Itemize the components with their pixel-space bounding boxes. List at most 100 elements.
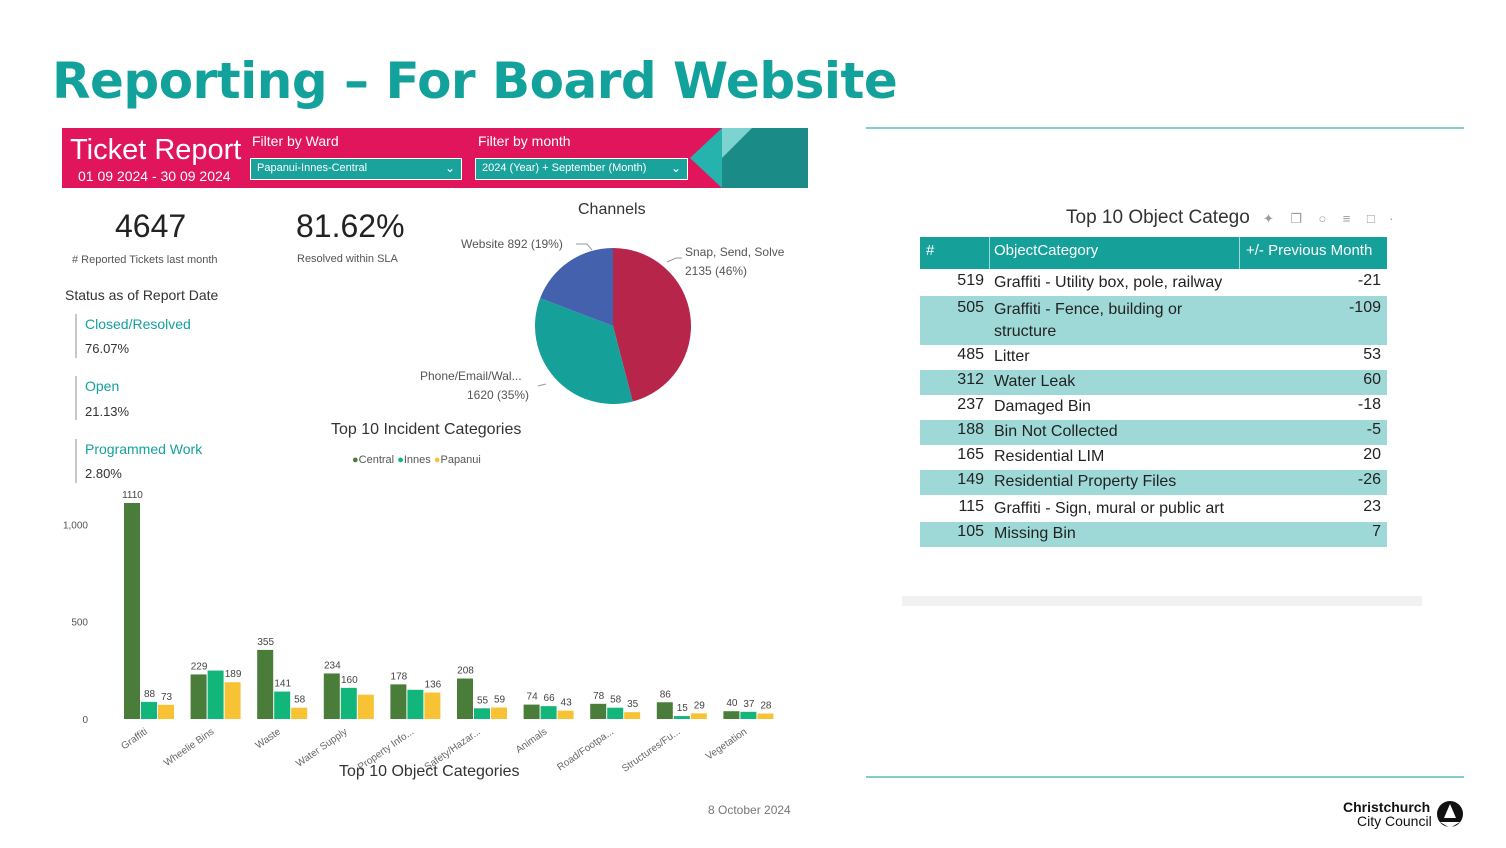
visual-toolbar: ✦ ❐ ○ ≡ □ ·: [1263, 210, 1393, 228]
pie-slice[interactable]: [613, 248, 691, 402]
bar-papanui[interactable]: [291, 707, 308, 719]
bar-innes[interactable]: [673, 716, 690, 719]
change-cell: -109: [1348, 299, 1381, 316]
pie-detail-phone: 1620 (35%): [467, 388, 530, 402]
bar-central[interactable]: [523, 704, 540, 719]
bar-central[interactable]: [656, 702, 673, 719]
reported-tickets-value: 4647: [115, 208, 187, 244]
bar-innes[interactable]: [407, 689, 424, 719]
slide-title: Reporting – For Board Website: [52, 52, 898, 110]
category-cell: Residential LIM: [994, 448, 1105, 465]
bell-icon[interactable]: ○: [1318, 211, 1327, 226]
legend-dot: ●: [352, 454, 359, 466]
table-row[interactable]: 237 Damaged Bin -18: [920, 395, 1387, 420]
table-row[interactable]: 519 Graffiti - Utility box, pole, railway…: [920, 269, 1387, 296]
incident-chart-title: Top 10 Incident Categories: [331, 421, 522, 438]
bar-innes[interactable]: [141, 701, 157, 719]
change-cell: 60: [1363, 371, 1381, 388]
bar-central[interactable]: [257, 649, 274, 719]
data-label: 229: [191, 661, 208, 672]
bar-innes[interactable]: [740, 711, 757, 719]
table-row[interactable]: 115 Graffiti - Sign, mural or public art 2…: [920, 495, 1387, 522]
bar-innes[interactable]: [207, 670, 224, 719]
table-row[interactable]: 165 Residential LIM 20: [920, 445, 1387, 470]
data-label: 37: [743, 699, 755, 710]
bar-innes[interactable]: [274, 691, 291, 719]
bar-central[interactable]: [723, 711, 740, 719]
pin-icon[interactable]: ✦: [1263, 211, 1274, 226]
bar-central[interactable]: [457, 678, 473, 719]
header-tickets[interactable]: # Tickets: [920, 237, 990, 287]
status-open-label: Open: [85, 378, 120, 394]
x-tick-label: Graffiti: [119, 726, 149, 752]
change-cell: 7: [1372, 523, 1381, 540]
bar-central[interactable]: [124, 503, 140, 719]
data-label: 178: [391, 671, 408, 682]
table-title: Top 10 Object Catego: [1066, 207, 1250, 228]
logo-line-1: Christchurch: [1343, 799, 1431, 815]
incident-chart-legend: ●Central ●Innes ●Papanui: [352, 454, 481, 466]
pie-slice[interactable]: [540, 248, 613, 326]
pie-label-snap: Snap, Send, Solve: [685, 245, 785, 259]
bar-innes[interactable]: [607, 707, 624, 719]
table-row[interactable]: 188 Bin Not Collected -5: [920, 420, 1387, 445]
table-header-row: # Tickets ObjectCategory +/- Previous Mo…: [920, 237, 1387, 287]
data-label: 35: [627, 699, 639, 710]
data-label: 160: [341, 675, 358, 686]
table-scrollbar[interactable]: [902, 596, 1422, 606]
table-row[interactable]: 505 Graffiti - Fence, building or structu…: [920, 296, 1387, 345]
ticket-count-cell: 165: [957, 446, 984, 463]
copy-icon[interactable]: ❐: [1290, 211, 1303, 226]
leader-line: [537, 383, 547, 387]
bar-papanui[interactable]: [424, 692, 441, 719]
status-heading: Status as of Report Date: [65, 287, 219, 303]
legend-dot: ●: [433, 454, 441, 466]
x-tick-label: Animals: [514, 726, 549, 755]
bar-papanui[interactable]: [624, 712, 641, 719]
bar-papanui[interactable]: [491, 707, 507, 719]
pie-detail-snap: 2135 (46%): [685, 264, 748, 278]
bar-papanui[interactable]: [158, 704, 174, 719]
change-cell: 20: [1363, 446, 1381, 463]
more-options-icon[interactable]: ·: [1389, 211, 1394, 226]
status-open-value: 21.13%: [85, 404, 130, 419]
table-row[interactable]: 312 Water Leak 60: [920, 370, 1387, 395]
bar-innes[interactable]: [340, 687, 357, 719]
bar-papanui[interactable]: [757, 713, 774, 719]
data-label: 73: [161, 692, 173, 703]
bar-central[interactable]: [323, 673, 340, 719]
change-cell: 23: [1363, 498, 1381, 515]
bar-papanui[interactable]: [690, 713, 707, 719]
data-label: 234: [324, 660, 341, 671]
table-row[interactable]: 485 Litter 53: [920, 345, 1387, 370]
x-tick-label: Waste: [254, 726, 284, 751]
ticket-count-cell: 149: [957, 471, 984, 488]
table-row[interactable]: 149 Residential Property Files -26: [920, 470, 1387, 495]
filter-icon[interactable]: ≡: [1342, 211, 1351, 226]
pie-slice[interactable]: [535, 298, 633, 404]
header-category[interactable]: ObjectCategory: [990, 237, 1240, 269]
bar-papanui[interactable]: [357, 694, 374, 719]
x-tick-label: Structures/Fu...: [620, 726, 682, 774]
category-cell: Graffiti - Utility box, pole, railway: [994, 274, 1223, 291]
ward-filter-value: Papanui-Innes-Central: [257, 162, 368, 174]
bar-papanui[interactable]: [557, 710, 574, 719]
category-cell: Missing Bin: [994, 525, 1076, 542]
header-change[interactable]: +/- Previous Month: [1246, 242, 1373, 259]
ticket-count-cell: 505: [957, 299, 984, 316]
bar-papanui[interactable]: [224, 682, 241, 719]
bar-central[interactable]: [190, 674, 207, 719]
legend-central: Central: [358, 454, 395, 466]
bar-central[interactable]: [590, 703, 607, 719]
reported-tickets-label: # Reported Tickets last month: [72, 254, 218, 266]
data-label: 59: [494, 695, 506, 706]
focus-mode-icon[interactable]: □: [1366, 211, 1375, 226]
bar-central[interactable]: [390, 684, 407, 719]
month-filter-dropdown[interactable]: 2024 (Year) + September (Month) ⌄: [475, 158, 688, 180]
bar-innes[interactable]: [540, 706, 557, 719]
ward-filter-dropdown[interactable]: Papanui-Innes-Central ⌄: [250, 158, 462, 180]
divider-top: [866, 127, 1464, 129]
bar-innes[interactable]: [474, 708, 490, 719]
table-row[interactable]: 105 Missing Bin 7: [920, 522, 1387, 547]
y-tick-label: 0: [82, 715, 88, 726]
